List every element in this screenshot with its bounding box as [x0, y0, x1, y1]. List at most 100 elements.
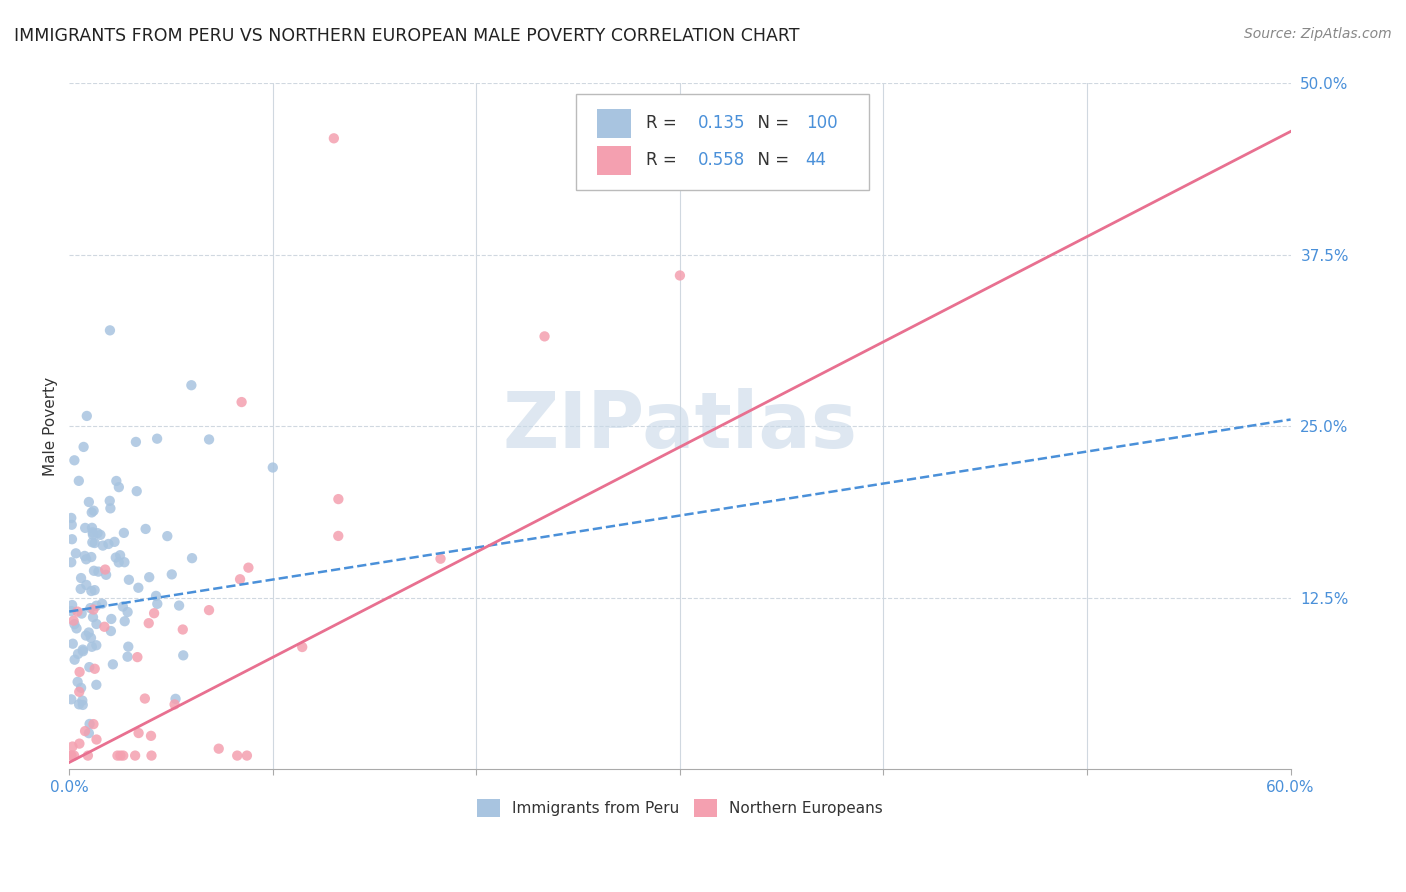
- Point: [124, 748, 146, 763]
- Point: [118, 573, 141, 587]
- Point: [111, 599, 134, 614]
- Point: [669, 268, 692, 283]
- Point: [229, 572, 252, 586]
- Point: [135, 522, 157, 536]
- Point: [83, 602, 105, 616]
- Point: [69, 665, 91, 679]
- Point: [63, 453, 86, 467]
- Point: [60, 692, 83, 706]
- Point: [60, 748, 83, 763]
- Point: [108, 480, 131, 494]
- Point: [83, 536, 105, 550]
- Point: [91, 539, 114, 553]
- Point: [75, 578, 97, 592]
- Point: [67, 737, 90, 751]
- Point: [62, 614, 84, 628]
- Point: [72, 642, 94, 657]
- Point: [181, 551, 204, 566]
- Point: [104, 550, 127, 565]
- Point: [110, 748, 132, 763]
- Point: [100, 612, 122, 626]
- Point: [70, 571, 93, 585]
- Point: [60, 598, 83, 612]
- Point: [127, 581, 149, 595]
- Point: [117, 605, 139, 619]
- Point: [231, 395, 253, 409]
- Point: [72, 693, 94, 707]
- Point: [101, 657, 124, 672]
- Point: [100, 501, 122, 516]
- Text: IMMIGRANTS FROM PERU VS NORTHERN EUROPEAN MALE POVERTY CORRELATION CHART: IMMIGRANTS FROM PERU VS NORTHERN EUROPEA…: [14, 27, 800, 45]
- Point: [79, 717, 101, 731]
- Point: [134, 691, 156, 706]
- Point: [125, 434, 148, 449]
- Point: [328, 492, 350, 507]
- Point: [73, 549, 96, 563]
- Point: [77, 495, 100, 509]
- Point: [105, 474, 128, 488]
- Point: [86, 617, 108, 632]
- Point: [103, 534, 125, 549]
- Point: [125, 484, 148, 499]
- Text: 0.135: 0.135: [699, 114, 745, 132]
- Point: [76, 409, 98, 423]
- Point: [226, 748, 249, 763]
- Point: [60, 555, 83, 569]
- Point: [127, 650, 149, 665]
- Point: [72, 644, 94, 658]
- Point: [533, 329, 555, 343]
- Text: 0.558: 0.558: [699, 152, 745, 169]
- Point: [163, 698, 186, 712]
- Text: Source: ZipAtlas.com: Source: ZipAtlas.com: [1244, 27, 1392, 41]
- Point: [146, 432, 169, 446]
- Point: [66, 674, 89, 689]
- Point: [172, 648, 194, 663]
- Text: ZIPatlas: ZIPatlas: [502, 388, 858, 465]
- Point: [165, 691, 187, 706]
- Point: [60, 748, 83, 763]
- Point: [94, 567, 117, 582]
- Point: [238, 560, 260, 574]
- Point: [77, 625, 100, 640]
- Point: [82, 525, 104, 540]
- Point: [82, 717, 104, 731]
- Point: [80, 584, 103, 599]
- Point: [141, 748, 163, 763]
- Point: [107, 555, 129, 569]
- Point: [107, 748, 129, 763]
- Point: [82, 610, 104, 624]
- Point: [117, 640, 139, 654]
- Point: [62, 739, 84, 754]
- Point: [291, 640, 314, 654]
- Point: [77, 748, 100, 763]
- Point: [63, 653, 86, 667]
- Point: [62, 637, 84, 651]
- Point: [75, 552, 97, 566]
- Point: [86, 526, 108, 541]
- Point: [86, 678, 108, 692]
- Point: [83, 662, 105, 676]
- Point: [63, 748, 86, 763]
- FancyBboxPatch shape: [598, 109, 631, 137]
- Point: [236, 748, 259, 763]
- Point: [139, 729, 162, 743]
- Point: [60, 511, 83, 525]
- Point: [138, 570, 160, 584]
- Point: [65, 621, 87, 635]
- Point: [70, 607, 93, 621]
- Point: [138, 616, 160, 631]
- Point: [87, 565, 110, 579]
- Point: [66, 605, 89, 619]
- Point: [83, 583, 105, 598]
- Point: [79, 660, 101, 674]
- Point: [198, 603, 221, 617]
- Point: [91, 597, 114, 611]
- Point: [112, 525, 135, 540]
- Point: [172, 623, 194, 637]
- Point: [80, 505, 103, 519]
- Point: [65, 546, 87, 560]
- Text: R =: R =: [645, 114, 682, 132]
- Point: [114, 614, 136, 628]
- Point: [112, 748, 135, 763]
- Point: [80, 631, 103, 645]
